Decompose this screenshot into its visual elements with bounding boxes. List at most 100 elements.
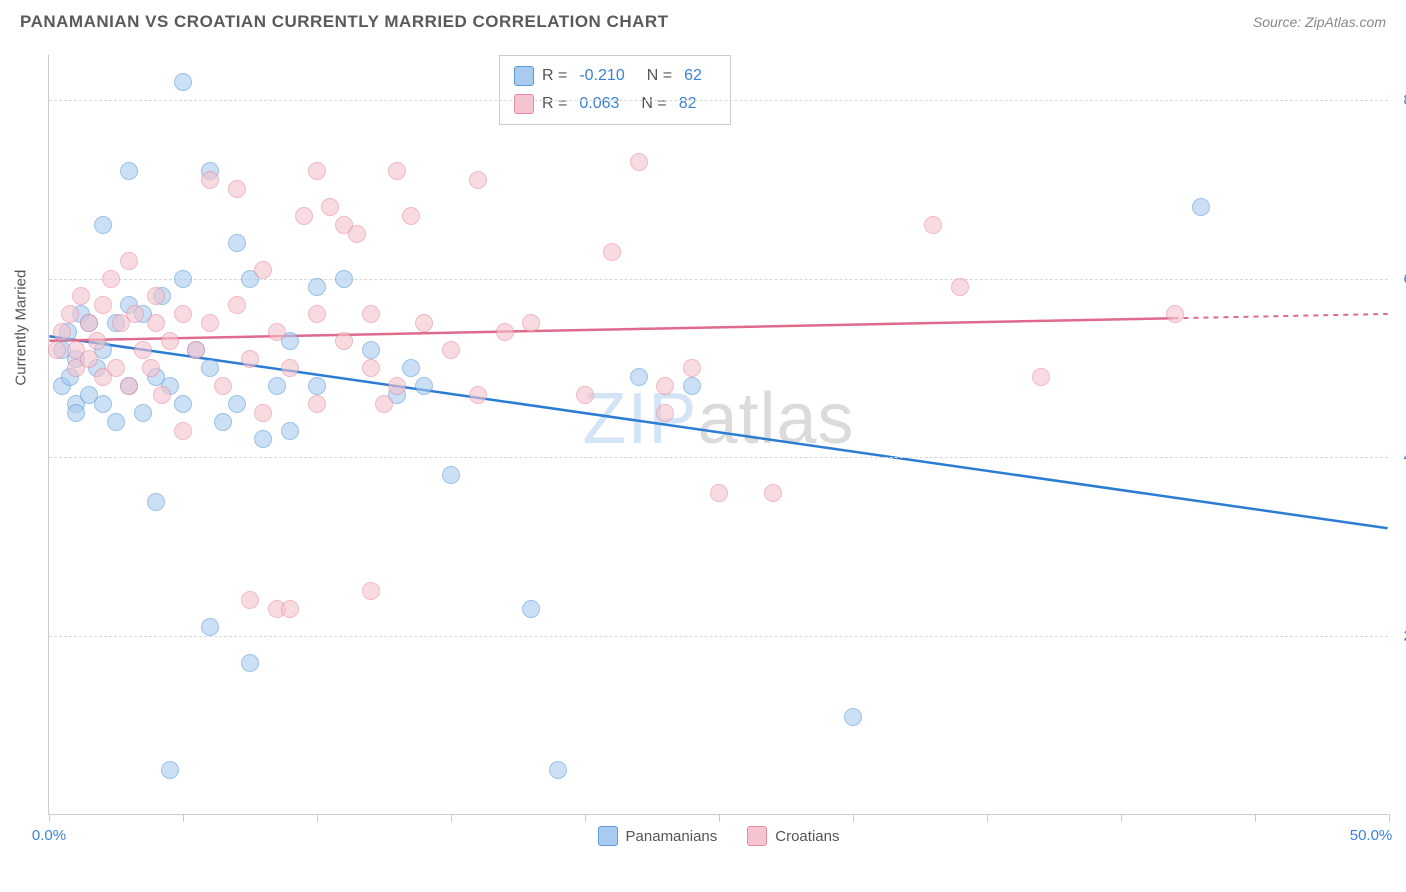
data-point <box>254 430 272 448</box>
data-point <box>348 225 366 243</box>
y-axis-label: Currently Married <box>13 269 30 385</box>
x-tick <box>451 814 452 822</box>
data-point <box>281 600 299 618</box>
data-point <box>120 162 138 180</box>
data-point <box>254 404 272 422</box>
x-tick <box>1121 814 1122 822</box>
x-tick <box>585 814 586 822</box>
data-point <box>844 708 862 726</box>
n-value-1: 82 <box>679 95 697 113</box>
data-point <box>295 207 313 225</box>
data-point <box>147 314 165 332</box>
gridline <box>49 100 1388 101</box>
data-point <box>161 332 179 350</box>
data-point <box>201 359 219 377</box>
data-point <box>228 296 246 314</box>
r-label: R = <box>542 95 567 113</box>
data-point <box>268 377 286 395</box>
data-point <box>102 270 120 288</box>
data-point <box>228 234 246 252</box>
swatch-blue-icon <box>598 826 618 846</box>
x-tick <box>1389 814 1390 822</box>
data-point <box>683 377 701 395</box>
data-point <box>268 323 286 341</box>
gridline <box>49 457 1388 458</box>
data-point <box>362 359 380 377</box>
data-point <box>174 73 192 91</box>
data-point <box>1032 368 1050 386</box>
scatter-chart: Currently Married ZIPatlas R = -0.210 N … <box>48 55 1388 815</box>
data-point <box>951 278 969 296</box>
data-point <box>120 377 138 395</box>
swatch-blue-icon <box>514 66 534 86</box>
x-tick <box>49 814 50 822</box>
data-point <box>147 493 165 511</box>
stats-legend: R = -0.210 N = 62 R = 0.063 N = 82 <box>499 55 731 125</box>
data-point <box>107 413 125 431</box>
data-point <box>281 422 299 440</box>
data-point <box>67 404 85 422</box>
data-point <box>120 252 138 270</box>
data-point <box>94 395 112 413</box>
data-point <box>201 314 219 332</box>
legend-row-panamanians: R = -0.210 N = 62 <box>514 62 716 90</box>
n-label: N = <box>641 95 666 113</box>
data-point <box>442 466 460 484</box>
data-point <box>187 341 205 359</box>
swatch-pink-icon <box>514 94 534 114</box>
data-point <box>228 180 246 198</box>
data-point <box>496 323 514 341</box>
source-label: Source: ZipAtlas.com <box>1253 14 1386 30</box>
data-point <box>61 305 79 323</box>
data-point <box>630 153 648 171</box>
data-point <box>683 359 701 377</box>
data-point <box>72 287 90 305</box>
chart-title: PANAMANIAN VS CROATIAN CURRENTLY MARRIED… <box>20 12 669 32</box>
data-point <box>308 162 326 180</box>
data-point <box>522 600 540 618</box>
data-point <box>80 350 98 368</box>
x-tick <box>719 814 720 822</box>
data-point <box>1192 198 1210 216</box>
data-point <box>362 305 380 323</box>
data-point <box>764 484 782 502</box>
x-tick <box>183 814 184 822</box>
x-tick-label: 50.0% <box>1350 827 1393 844</box>
data-point <box>241 591 259 609</box>
data-point <box>469 171 487 189</box>
x-tick <box>987 814 988 822</box>
data-point <box>126 305 144 323</box>
data-point <box>522 314 540 332</box>
data-point <box>402 359 420 377</box>
series-legend: Panamanians Croatians <box>598 826 840 846</box>
data-point <box>603 243 621 261</box>
data-point <box>710 484 728 502</box>
data-point <box>362 341 380 359</box>
data-point <box>174 305 192 323</box>
data-point <box>335 270 353 288</box>
data-point <box>241 654 259 672</box>
r-value-1: 0.063 <box>579 95 619 113</box>
data-point <box>153 386 171 404</box>
data-point <box>442 341 460 359</box>
data-point <box>321 198 339 216</box>
data-point <box>388 377 406 395</box>
data-point <box>415 377 433 395</box>
swatch-pink-icon <box>747 826 767 846</box>
data-point <box>214 377 232 395</box>
data-point <box>308 278 326 296</box>
legend-row-croatians: R = 0.063 N = 82 <box>514 90 716 118</box>
legend-item-croatians: Croatians <box>747 826 839 846</box>
data-point <box>1166 305 1184 323</box>
r-value-0: -0.210 <box>579 67 624 85</box>
data-point <box>214 413 232 431</box>
data-point <box>254 261 272 279</box>
legend-item-panamanians: Panamanians <box>598 826 718 846</box>
data-point <box>362 582 380 600</box>
data-point <box>281 359 299 377</box>
data-point <box>228 395 246 413</box>
x-tick-label: 0.0% <box>32 827 66 844</box>
data-point <box>161 761 179 779</box>
legend-label: Panamanians <box>626 828 718 845</box>
data-point <box>308 395 326 413</box>
